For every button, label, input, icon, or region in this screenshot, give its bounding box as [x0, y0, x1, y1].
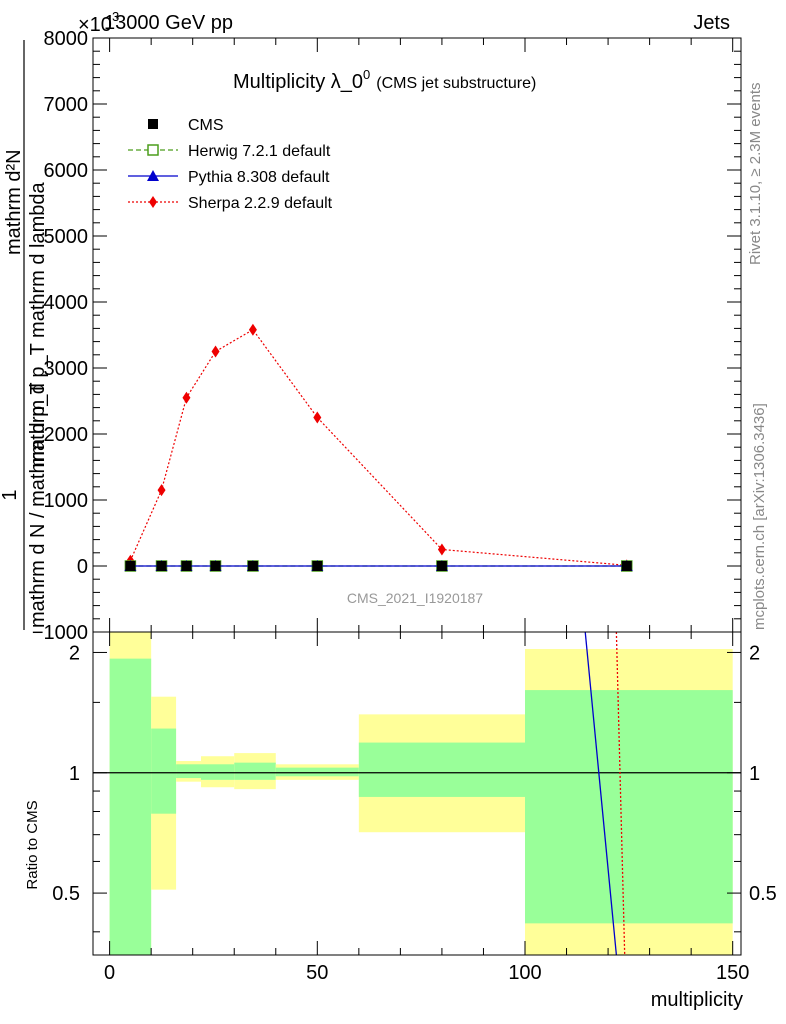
- ratio-y-tick-label-right: 1: [749, 763, 760, 785]
- cms-data-point: [156, 561, 167, 571]
- sherpa-data-point: [248, 323, 257, 336]
- y-tick-label: 8000: [44, 28, 89, 50]
- ratio-ylabel: Ratio to CMS: [24, 800, 41, 889]
- ylabel-line-1: mathrm d²N: [3, 149, 25, 255]
- process-label: Jets: [693, 12, 730, 34]
- y-tick-label: −1000: [32, 622, 88, 644]
- legend-marker-sherpa: [149, 196, 157, 208]
- ylabel-line-2: mathrm d p_T mathrm d lambda: [27, 181, 49, 467]
- legend-marker-cms: [148, 119, 158, 129]
- legend-label: Sherpa 2.2.9 default: [188, 195, 333, 212]
- main-ticks: −1000 0 1000 2000 3000 4000 5000 6000 7000 8000: [32, 28, 741, 644]
- y-tick-label: 4000: [44, 292, 89, 314]
- plot-title-main: Multiplicity λ_0: [233, 71, 363, 93]
- legend-label: Pythia 8.308 default: [188, 169, 330, 186]
- sherpa-data-point: [157, 484, 166, 497]
- exponent-label: ×103: [78, 9, 119, 36]
- x-tick-label: 0: [104, 962, 115, 984]
- legend-label: Herwig 7.2.1 default: [188, 143, 331, 160]
- ratio-band-green: [109, 658, 152, 955]
- y-tick-label: 5000: [44, 226, 89, 248]
- rivet-label: Rivet 3.1.10, ≥ 2.3M events: [747, 83, 764, 266]
- ratio-sherpa-line: [615, 631, 626, 956]
- y-tick-label: 7000: [44, 94, 89, 116]
- ratio-y-tick-label-right: 0.5: [749, 883, 777, 905]
- y-tick-label: 6000: [44, 160, 89, 182]
- ylabel-line-3: 1: [0, 489, 21, 500]
- x-tick-label: 100: [508, 962, 541, 984]
- main-series: [124, 323, 633, 572]
- x-axis-label: multiplicity: [651, 989, 743, 1011]
- y-tick-label: 0: [77, 556, 88, 578]
- y-tick-label: 3000: [44, 358, 89, 380]
- y-tick-label: 1000: [44, 490, 89, 512]
- ratio-band-green: [358, 742, 525, 797]
- ratio-band-green: [525, 690, 733, 924]
- main-plot: −1000 0 1000 2000 3000 4000 5000 6000 7000 8000: [32, 28, 742, 644]
- main-ylabel: mathrm d²N mathrm d p_T mathrm d lambda …: [0, 40, 49, 630]
- plot-title: Multiplicity λ_00 (CMS jet substructure): [233, 67, 536, 93]
- ratio-band-green: [151, 728, 177, 814]
- analysis-id: CMS_2021_I1920187: [347, 590, 483, 606]
- ratio-band-green: [234, 762, 276, 780]
- sherpa-data-point: [211, 345, 220, 358]
- ratio-y-tick-label: 0.5: [52, 883, 80, 905]
- legend: CMS Herwig 7.2.1 default Pythia 8.308 defa…: [128, 117, 333, 212]
- series-line-3: [129, 328, 627, 566]
- ratio-y-tick-label: 1: [69, 763, 80, 785]
- cms-data-point: [436, 561, 447, 571]
- cms-data-point: [312, 561, 323, 571]
- y-tick-label: 2000: [44, 424, 89, 446]
- ratio-plot-frame: [92, 631, 742, 956]
- cms-data-point: [247, 561, 258, 571]
- sherpa-data-point: [182, 391, 191, 404]
- ratio-lines: [93, 631, 741, 956]
- x-tick-label: 150: [716, 962, 749, 984]
- energy-label: 13000 GeV pp: [104, 12, 233, 34]
- ratio-band-green: [275, 767, 359, 777]
- exponent-base: ×10: [78, 14, 112, 36]
- ratio-band-green: [201, 764, 235, 780]
- plot-title-suffix: (CMS jet substructure): [376, 75, 536, 92]
- ylabel-line-4: mathrm d N / mathrm d p_T: [27, 382, 49, 628]
- legend-marker-pythia: [147, 170, 159, 181]
- cms-data-point: [181, 561, 192, 571]
- legend-marker-herwig: [147, 144, 159, 156]
- x-tick-label: 50: [306, 962, 328, 984]
- sherpa-data-point: [313, 411, 322, 424]
- exponent-power: 3: [112, 9, 119, 24]
- cms-data-point: [210, 561, 221, 571]
- mcplots-label: mcplots.cern.ch [arXiv:1306.3436]: [751, 403, 768, 630]
- plot-title-sup: 0: [363, 67, 370, 82]
- ratio-y-tick-label: 2: [69, 642, 80, 664]
- cms-data-point: [621, 561, 632, 571]
- legend-label: CMS: [188, 117, 224, 134]
- cms-data-point: [125, 561, 136, 571]
- ratio-bands: [109, 632, 733, 955]
- ratio-plot: 0.5 0.5 1 1 2 2 0 50 100 150: [52, 631, 777, 984]
- sherpa-data-point: [437, 543, 446, 556]
- ratio-pythia-line: [584, 631, 618, 956]
- ratio-band-green: [176, 764, 201, 779]
- ratio-ticks: 0.5 0.5 1 1 2 2 0 50 100 150: [52, 632, 777, 984]
- ratio-y-tick-label-right: 2: [749, 642, 760, 664]
